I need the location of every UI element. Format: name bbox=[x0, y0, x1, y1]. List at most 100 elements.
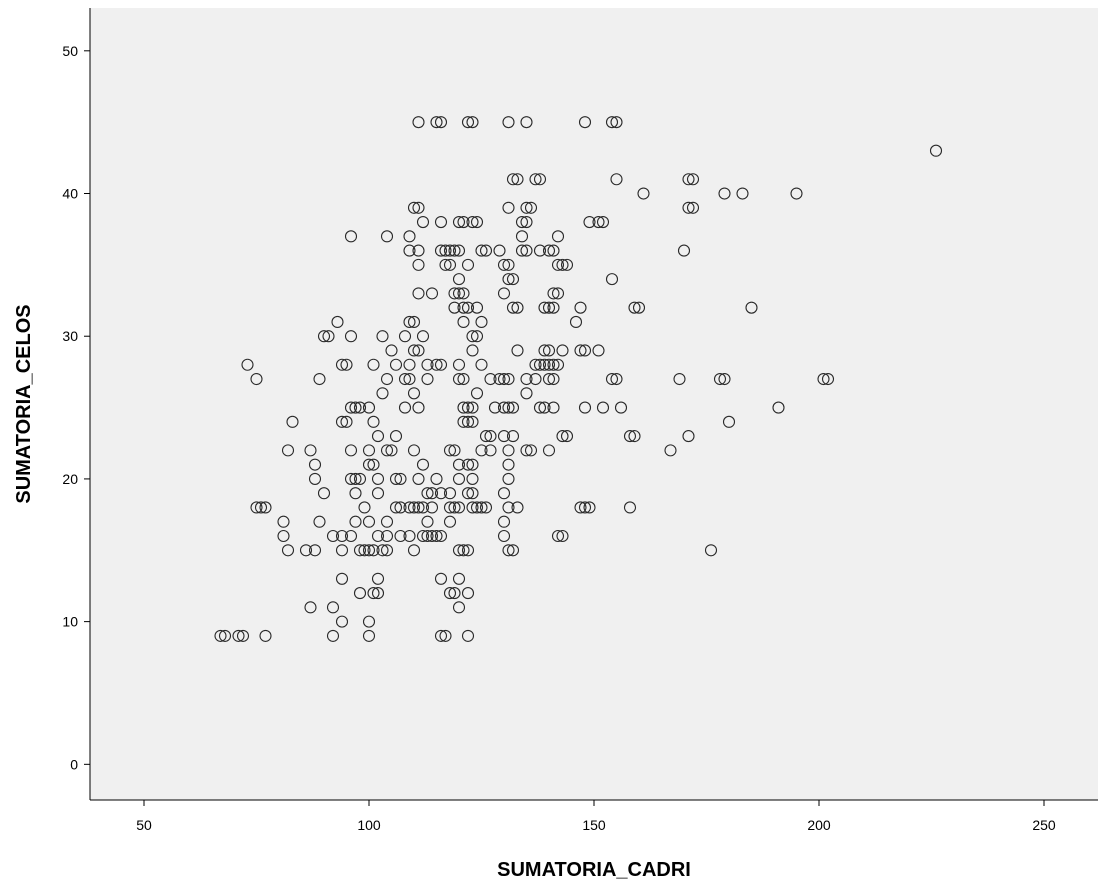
data-point bbox=[430, 472, 443, 485]
data-point bbox=[538, 301, 551, 314]
data-point bbox=[520, 216, 533, 229]
data-point bbox=[218, 629, 232, 642]
data-point bbox=[466, 401, 479, 414]
data-point bbox=[551, 258, 565, 271]
data-point bbox=[259, 629, 272, 642]
data-point bbox=[416, 458, 430, 471]
data-point bbox=[241, 358, 254, 371]
data-point bbox=[529, 358, 542, 371]
data-point bbox=[421, 529, 434, 543]
data-point bbox=[349, 472, 362, 485]
data-point bbox=[470, 501, 484, 514]
data-point bbox=[596, 216, 610, 229]
data-point bbox=[560, 258, 574, 271]
x-axis-title: SUMATORIA_CADRI bbox=[497, 859, 691, 881]
data-point bbox=[335, 358, 349, 371]
data-point bbox=[403, 358, 416, 371]
data-point bbox=[407, 544, 421, 557]
data-point bbox=[443, 244, 457, 257]
data-point bbox=[367, 358, 380, 371]
data-point bbox=[434, 529, 448, 543]
data-point bbox=[371, 472, 385, 485]
data-point bbox=[502, 544, 515, 557]
data-point bbox=[421, 487, 434, 500]
data-point bbox=[533, 358, 547, 371]
data-point bbox=[394, 529, 407, 543]
data-point bbox=[362, 629, 376, 642]
data-point bbox=[412, 116, 425, 129]
data-point bbox=[452, 458, 466, 471]
data-point bbox=[443, 487, 457, 500]
data-point bbox=[502, 444, 515, 457]
data-point bbox=[592, 216, 605, 229]
data-point bbox=[313, 515, 326, 528]
data-point bbox=[254, 501, 268, 514]
data-point bbox=[403, 372, 416, 386]
data-point bbox=[412, 344, 425, 357]
data-point bbox=[479, 244, 493, 257]
data-point bbox=[574, 344, 587, 357]
data-point bbox=[533, 173, 547, 186]
data-point bbox=[574, 501, 587, 514]
data-point bbox=[457, 287, 470, 300]
data-point bbox=[578, 501, 592, 514]
data-point bbox=[556, 258, 569, 271]
data-point bbox=[560, 430, 574, 443]
data-point bbox=[362, 458, 376, 471]
data-point bbox=[506, 430, 520, 443]
data-point bbox=[470, 330, 484, 343]
data-point bbox=[430, 529, 443, 543]
data-point bbox=[335, 415, 349, 428]
data-point bbox=[425, 487, 439, 500]
data-point bbox=[929, 144, 943, 157]
data-point bbox=[605, 116, 619, 129]
data-point bbox=[502, 273, 515, 286]
data-point bbox=[461, 401, 475, 414]
data-point bbox=[335, 615, 349, 628]
data-point bbox=[398, 401, 412, 414]
data-point bbox=[461, 587, 475, 600]
data-point bbox=[682, 173, 695, 186]
data-point bbox=[686, 201, 700, 214]
data-point bbox=[281, 544, 295, 557]
data-point bbox=[421, 372, 434, 386]
data-point bbox=[466, 501, 479, 514]
data-point bbox=[434, 216, 448, 229]
data-point bbox=[362, 515, 376, 528]
data-point bbox=[443, 258, 457, 271]
data-point bbox=[722, 415, 736, 428]
x-tick-label: 200 bbox=[807, 817, 831, 833]
data-point bbox=[376, 330, 389, 343]
data-point bbox=[605, 372, 619, 386]
data-point bbox=[452, 372, 466, 386]
data-point bbox=[214, 629, 227, 642]
data-point bbox=[326, 601, 340, 614]
data-point bbox=[628, 430, 641, 443]
data-point bbox=[331, 315, 344, 328]
data-point bbox=[394, 472, 407, 485]
data-point bbox=[353, 472, 367, 485]
data-point bbox=[542, 444, 556, 457]
data-point bbox=[551, 358, 565, 371]
data-point bbox=[457, 216, 470, 229]
data-point bbox=[358, 501, 371, 514]
data-point bbox=[610, 173, 623, 186]
data-point bbox=[610, 372, 623, 386]
y-tick-label: 0 bbox=[70, 756, 78, 772]
data-point bbox=[817, 372, 830, 386]
data-point bbox=[475, 444, 488, 457]
data-point bbox=[322, 330, 335, 343]
data-point bbox=[497, 487, 511, 500]
data-point bbox=[326, 529, 340, 543]
data-point bbox=[452, 244, 466, 257]
data-point bbox=[236, 629, 250, 642]
data-point bbox=[317, 487, 331, 500]
data-point bbox=[704, 544, 718, 557]
data-point bbox=[466, 415, 479, 428]
data-point bbox=[448, 587, 461, 600]
data-point bbox=[502, 472, 515, 485]
data-point bbox=[452, 544, 466, 557]
data-point bbox=[421, 358, 434, 371]
data-point bbox=[461, 258, 475, 271]
data-point bbox=[718, 187, 731, 200]
